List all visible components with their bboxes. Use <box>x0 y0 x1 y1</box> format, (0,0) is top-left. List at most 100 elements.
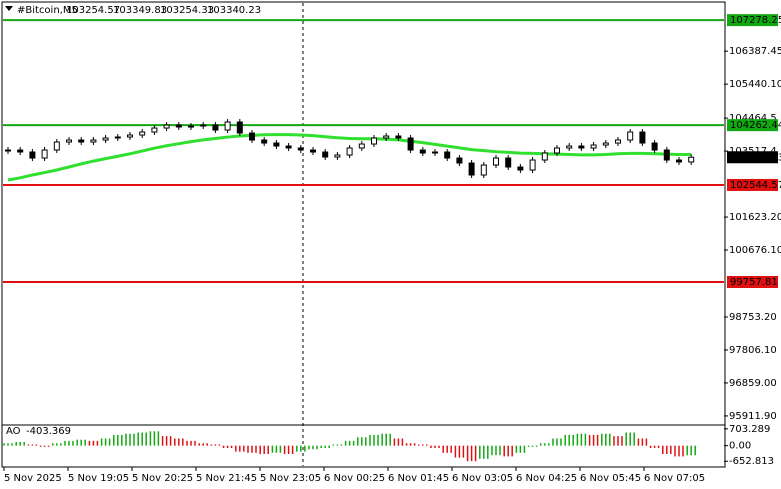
candle <box>432 151 438 154</box>
candle <box>41 149 48 159</box>
candle <box>53 141 60 151</box>
candle <box>358 143 365 149</box>
candle <box>310 149 316 153</box>
candle <box>224 121 231 131</box>
ao-tick-label: 0.00 <box>729 441 751 452</box>
candle <box>261 139 268 144</box>
candle <box>480 164 487 176</box>
level-label: 107278.25 <box>730 15 781 26</box>
candle <box>517 166 524 171</box>
x-tick-label: 5 Nov 19:05 <box>68 473 129 484</box>
candle <box>322 151 329 158</box>
indicator-value: -403.369 <box>26 426 71 437</box>
candle <box>444 151 451 159</box>
candle <box>236 121 243 134</box>
candle <box>212 124 219 131</box>
candle <box>395 135 402 139</box>
candle <box>639 131 646 144</box>
candle <box>5 149 11 152</box>
x-tick-label: 6 Nov 03:05 <box>452 473 513 484</box>
candle <box>578 145 585 149</box>
menu-arrow[interactable] <box>5 6 13 11</box>
level-label: 102544.57 <box>730 180 781 191</box>
indicator-name: AO <box>6 426 21 437</box>
candle <box>334 154 341 158</box>
symbol: #Bitcoin,M5 <box>17 5 78 16</box>
candle <box>554 147 560 154</box>
candle <box>139 131 146 136</box>
level-label: 104262.44 <box>730 120 781 131</box>
candle <box>17 149 24 153</box>
y-tick-label: 95911.90 <box>729 411 777 422</box>
candle <box>590 144 597 149</box>
candle <box>163 124 170 129</box>
candle <box>346 147 353 156</box>
y-tick-label: 97806.10 <box>729 345 777 356</box>
x-tick-label: 5 Nov 23:05 <box>260 473 321 484</box>
candle <box>651 142 658 151</box>
ao-tick-label: -652.813 <box>729 456 774 467</box>
price-panel <box>1 1 726 426</box>
candle <box>456 157 463 164</box>
last-price-tag <box>727 151 778 164</box>
candle <box>627 131 634 141</box>
candle <box>371 137 377 145</box>
candle <box>566 145 573 149</box>
y-tick-label: 101623.20 <box>729 212 781 223</box>
candle <box>663 149 670 161</box>
level-label: 99757.81 <box>730 277 778 288</box>
last-price-label: 103340.23 <box>730 152 781 163</box>
header-quote: 103349.83 <box>113 5 167 16</box>
candle <box>541 152 548 161</box>
x-tick-label: 6 Nov 07:05 <box>644 473 705 484</box>
candle <box>688 156 695 163</box>
candle <box>200 124 207 127</box>
candle <box>676 159 682 163</box>
candle <box>90 139 97 143</box>
header-quote: 103254.57 <box>66 5 120 16</box>
x-tick-label: 6 Nov 00:25 <box>324 473 385 484</box>
candle <box>602 142 609 146</box>
candle <box>615 139 621 144</box>
x-tick-label: 5 Nov 21:45 <box>196 473 257 484</box>
candle <box>175 124 182 128</box>
y-tick-label: 104464.5 <box>729 113 777 124</box>
candle <box>285 145 292 149</box>
candle <box>151 127 158 133</box>
level-tag <box>727 178 778 191</box>
candle <box>114 136 121 139</box>
candle <box>505 157 512 168</box>
candle <box>66 139 72 143</box>
candle <box>188 125 194 128</box>
level-tag <box>727 14 778 27</box>
level-tag <box>727 276 778 289</box>
indicator-panel <box>1 424 726 468</box>
candle <box>78 139 85 143</box>
level-tag <box>727 119 778 132</box>
header-quote: 103254.33 <box>160 5 214 16</box>
x-tick-label: 5 Nov 20:25 <box>132 473 193 484</box>
moving-average <box>7 133 692 182</box>
x-tick-label: 5 Nov 2025 <box>4 473 62 484</box>
y-tick-label: 98753.20 <box>729 312 777 323</box>
candle <box>529 159 536 171</box>
x-tick-label: 6 Nov 05:45 <box>580 473 641 484</box>
candle <box>419 149 426 154</box>
ao-tick-label: 703.289 <box>729 424 770 435</box>
candle <box>29 151 36 159</box>
header-quote: 103340.23 <box>207 5 261 16</box>
candle <box>383 135 390 139</box>
candle <box>493 157 499 166</box>
candle <box>127 134 133 138</box>
candle <box>102 137 109 141</box>
y-tick-label: 100676.10 <box>729 245 781 256</box>
candle <box>273 142 280 147</box>
y-tick-label: 96859.00 <box>729 378 777 389</box>
candle <box>297 147 304 151</box>
candle <box>468 162 475 176</box>
candle <box>249 132 255 141</box>
y-tick-label: 105440.10 <box>729 79 781 90</box>
x-tick-label: 6 Nov 01:45 <box>388 473 449 484</box>
x-tick-label: 6 Nov 04:25 <box>516 473 577 484</box>
